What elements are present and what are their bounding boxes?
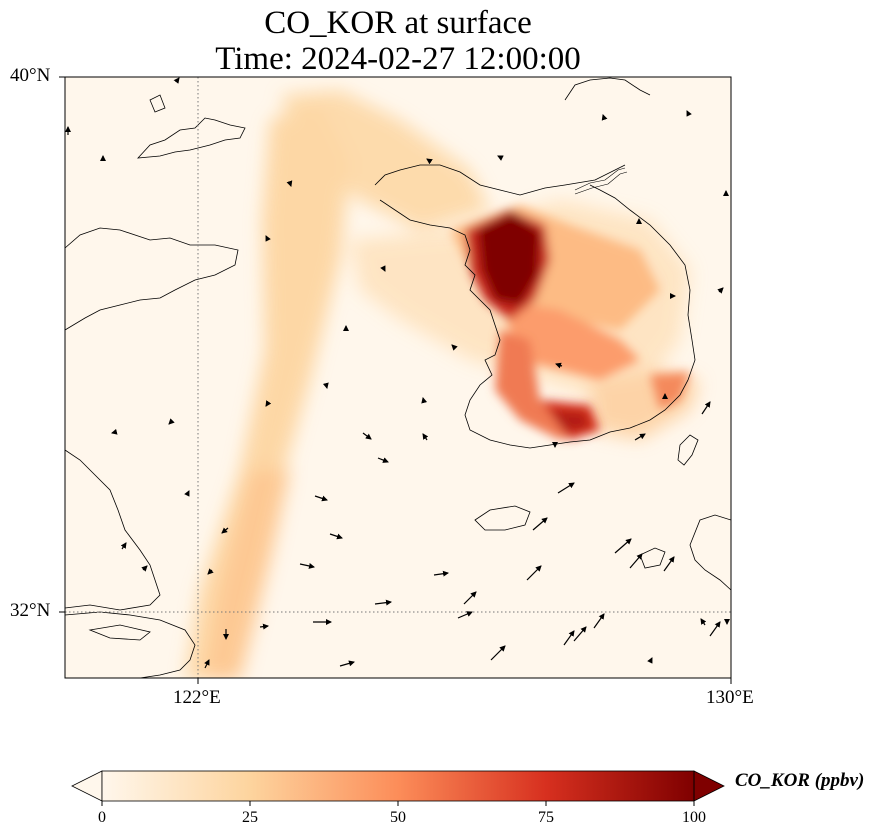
wind-arrow: [717, 287, 724, 294]
axis-ticks: [59, 76, 732, 684]
wind-arrow: [207, 568, 214, 575]
wind-arrow: [120, 542, 127, 550]
wind-arrow: [663, 556, 675, 572]
colorbar-tick-50: 50: [390, 809, 406, 826]
wind-arrow: [490, 645, 506, 661]
wind-arrow: [329, 533, 343, 540]
wind-arrow: [221, 527, 229, 534]
wind-arrow: [457, 611, 473, 619]
wind-arrow: [141, 565, 148, 572]
wind-arrow: [426, 158, 433, 165]
wind-arrow: [532, 517, 548, 531]
wind-arrow: [173, 77, 180, 84]
wind-arrow: [700, 618, 707, 626]
colorbar-extend-min: [71, 770, 103, 802]
wind-arrow: [377, 457, 389, 463]
colorbar-tick-25: 25: [242, 809, 258, 826]
co-concentration-field: [185, 90, 700, 678]
wind-arrow: [380, 265, 386, 272]
wind-arrow: [259, 623, 269, 630]
colorbar-tick-100: 100: [682, 809, 706, 826]
wind-arrow: [686, 110, 692, 117]
wind-arrow: [168, 418, 175, 425]
map-frame: [64, 76, 732, 679]
wind-arrow: [557, 482, 575, 494]
wind-arrow: [709, 621, 721, 637]
wind-arrow: [433, 570, 449, 577]
wind-arrow: [593, 613, 605, 629]
wind-arrow: [322, 382, 329, 389]
wind-arrow: [314, 495, 328, 502]
wind-arrow: [111, 428, 118, 435]
wind-arrow: [629, 553, 643, 569]
wind-arrow: [265, 235, 271, 242]
wind-arrow: [204, 659, 210, 669]
wind-arrow: [421, 397, 428, 404]
colorbar-tick-75: 75: [538, 809, 554, 826]
colorbar-label: CO_KOR (ppbv): [735, 770, 865, 791]
wind-arrow: [422, 433, 429, 441]
lon-label-122e: 122°E: [173, 687, 221, 708]
wind-arrow: [573, 626, 587, 642]
wind-vectors: [65, 77, 730, 669]
lat-label-40n: 40°N: [10, 65, 51, 86]
wind-arrow: [451, 344, 458, 351]
coastlines: [65, 77, 731, 678]
lon-label-130e: 130°E: [706, 687, 754, 708]
wind-arrow: [614, 538, 632, 554]
wind-arrow: [701, 401, 711, 415]
wind-arrow: [497, 155, 504, 161]
lat-label-32n: 32°N: [10, 600, 51, 621]
map-time: Time: 2024-02-27 12:00:00: [215, 41, 581, 77]
wind-arrow: [184, 490, 190, 497]
wind-arrow: [362, 432, 372, 440]
wind-arrow: [634, 433, 646, 441]
wind-arrow: [563, 630, 575, 646]
wind-arrow: [339, 660, 355, 667]
wind-arrow: [374, 599, 392, 606]
wind-arrow: [286, 180, 293, 187]
wind-arrow: [265, 400, 272, 407]
colorbar-gradient: [102, 771, 694, 801]
gridlines: [65, 77, 731, 678]
wind-arrow: [526, 565, 542, 581]
wind-arrow: [647, 657, 653, 664]
wind-arrow: [555, 362, 563, 369]
wind-arrow: [299, 563, 315, 569]
map-title: CO_KOR at surface: [264, 5, 532, 41]
wind-arrow: [601, 114, 608, 121]
colorbar-extend-max: [693, 770, 725, 802]
colorbar-tick-0: 0: [98, 809, 106, 826]
colorbar: [71, 770, 725, 806]
wind-arrow: [463, 591, 477, 605]
